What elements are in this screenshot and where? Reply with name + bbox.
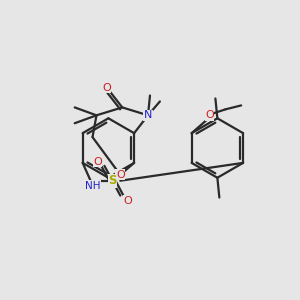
Text: S: S [108,174,117,187]
Text: O: O [93,157,102,167]
Text: NH: NH [85,181,100,191]
Text: N: N [144,110,152,120]
Text: O: O [116,170,124,180]
Text: O: O [102,82,111,93]
Text: O: O [205,110,214,120]
Text: O: O [124,196,133,206]
